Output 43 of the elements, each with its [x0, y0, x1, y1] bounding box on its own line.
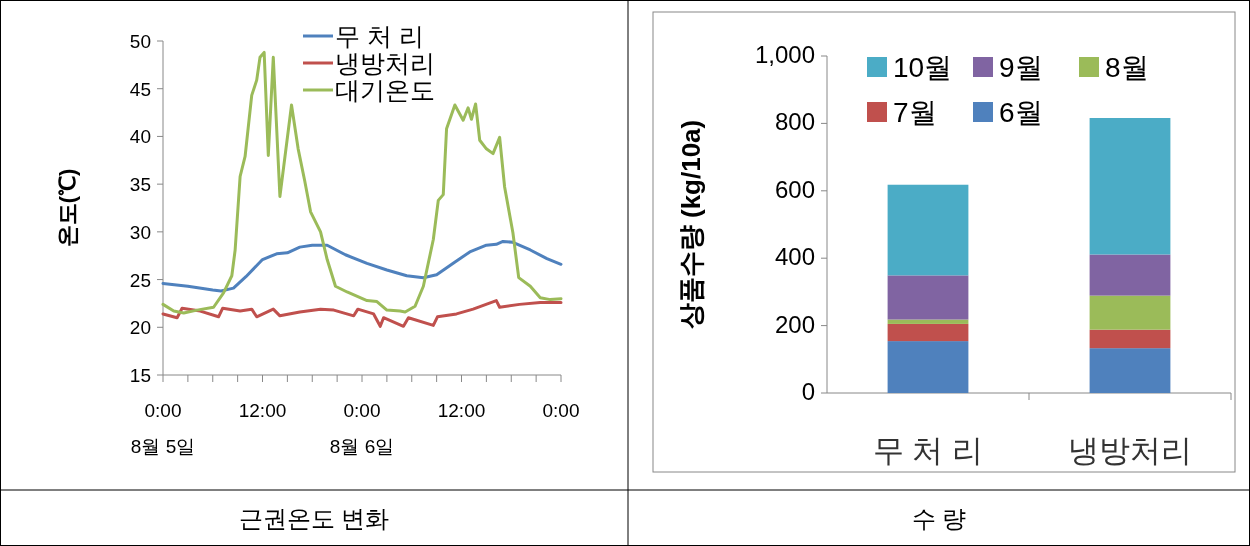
legend-label: 6월	[999, 97, 1043, 128]
y-axis-title: 상품수량 (kg/10a)	[676, 119, 706, 330]
legend-label: 10월	[893, 52, 953, 83]
text: 근권온도 변화	[238, 505, 390, 532]
x-tick-label: 무 처 리	[872, 433, 984, 468]
x-tick-label: 0:00 8월 5일	[130, 400, 196, 458]
y-tick-label: 25	[129, 269, 151, 291]
y-tick-label: 50	[129, 31, 151, 52]
x-tick-label: 0:00 8월 6일	[329, 400, 395, 458]
y-tick-label: 400	[774, 243, 815, 271]
bar	[1089, 329, 1171, 349]
y-tick-label: 1,000	[754, 41, 815, 68]
y-tick-label: 15	[129, 365, 151, 386]
y-tick-label: 20	[129, 317, 151, 339]
y-tick-label: 30	[129, 221, 151, 243]
bar	[1089, 295, 1171, 330]
bar	[887, 184, 969, 276]
y-axis-title: 온도(℃)	[55, 168, 80, 248]
y-tick-label: 35	[129, 174, 151, 196]
legend-label: 무 처 리	[335, 22, 424, 50]
bar	[887, 275, 969, 320]
y-tick-label: 800	[774, 108, 815, 136]
x-tick-label: 12:00	[238, 400, 287, 421]
bar	[887, 319, 969, 324]
text: 수 량	[911, 505, 967, 532]
y-tick-label: 45	[129, 78, 151, 100]
x-tick-label: 냉방처리	[1068, 433, 1192, 468]
y-tick-label: 600	[774, 175, 815, 203]
bar	[887, 341, 969, 393]
x-tick-label: 0:00	[542, 400, 580, 421]
bar	[1089, 254, 1171, 296]
x-tick-label: 12:00	[437, 400, 486, 421]
legend-label: 대기온도	[335, 76, 435, 104]
legend-label: 9월	[999, 52, 1043, 83]
legend-label: 냉방처리	[335, 49, 435, 77]
legend-label: 8월	[1105, 52, 1149, 83]
y-tick-label: 40	[129, 126, 151, 148]
bar	[1089, 348, 1171, 393]
legend-label: 7월	[893, 97, 937, 128]
bar	[1089, 118, 1171, 255]
y-tick-label: 200	[774, 310, 815, 338]
y-tick-label: 0	[801, 378, 815, 405]
bar	[887, 323, 969, 342]
